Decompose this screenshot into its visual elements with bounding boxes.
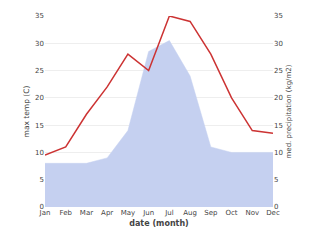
svg-text:Nov: Nov [245, 209, 259, 217]
svg-text:Jun: Jun [142, 209, 154, 217]
svg-text:Jul: Jul [164, 209, 174, 217]
svg-text:max temp (C): max temp (C) [22, 86, 31, 138]
svg-text:Dec: Dec [266, 209, 280, 217]
svg-text:25: 25 [35, 67, 44, 75]
svg-text:30: 30 [274, 40, 283, 48]
svg-text:5: 5 [274, 176, 278, 184]
svg-text:Feb: Feb [60, 209, 73, 217]
svg-text:0: 0 [274, 203, 278, 211]
svg-text:Apr: Apr [101, 209, 113, 217]
svg-text:10: 10 [274, 149, 283, 157]
svg-text:35: 35 [35, 12, 44, 20]
svg-text:med. precipitation (kg/m2): med. precipitation (kg/m2) [285, 64, 293, 158]
svg-text:10: 10 [35, 149, 44, 157]
svg-text:0: 0 [40, 203, 44, 211]
svg-text:20: 20 [274, 94, 283, 102]
svg-text:Oct: Oct [225, 209, 237, 217]
svg-text:date (month): date (month) [129, 219, 189, 228]
svg-text:25: 25 [274, 67, 283, 75]
svg-text:35: 35 [274, 12, 283, 20]
svg-text:May: May [121, 209, 135, 217]
svg-text:5: 5 [40, 176, 44, 184]
svg-text:Aug: Aug [183, 209, 197, 217]
svg-text:30: 30 [35, 40, 44, 48]
svg-text:15: 15 [274, 122, 283, 130]
svg-text:20: 20 [35, 94, 44, 102]
svg-text:Sep: Sep [204, 209, 218, 217]
svg-text:Jan: Jan [39, 209, 51, 217]
svg-text:Mar: Mar [80, 209, 93, 217]
svg-text:15: 15 [35, 122, 44, 130]
